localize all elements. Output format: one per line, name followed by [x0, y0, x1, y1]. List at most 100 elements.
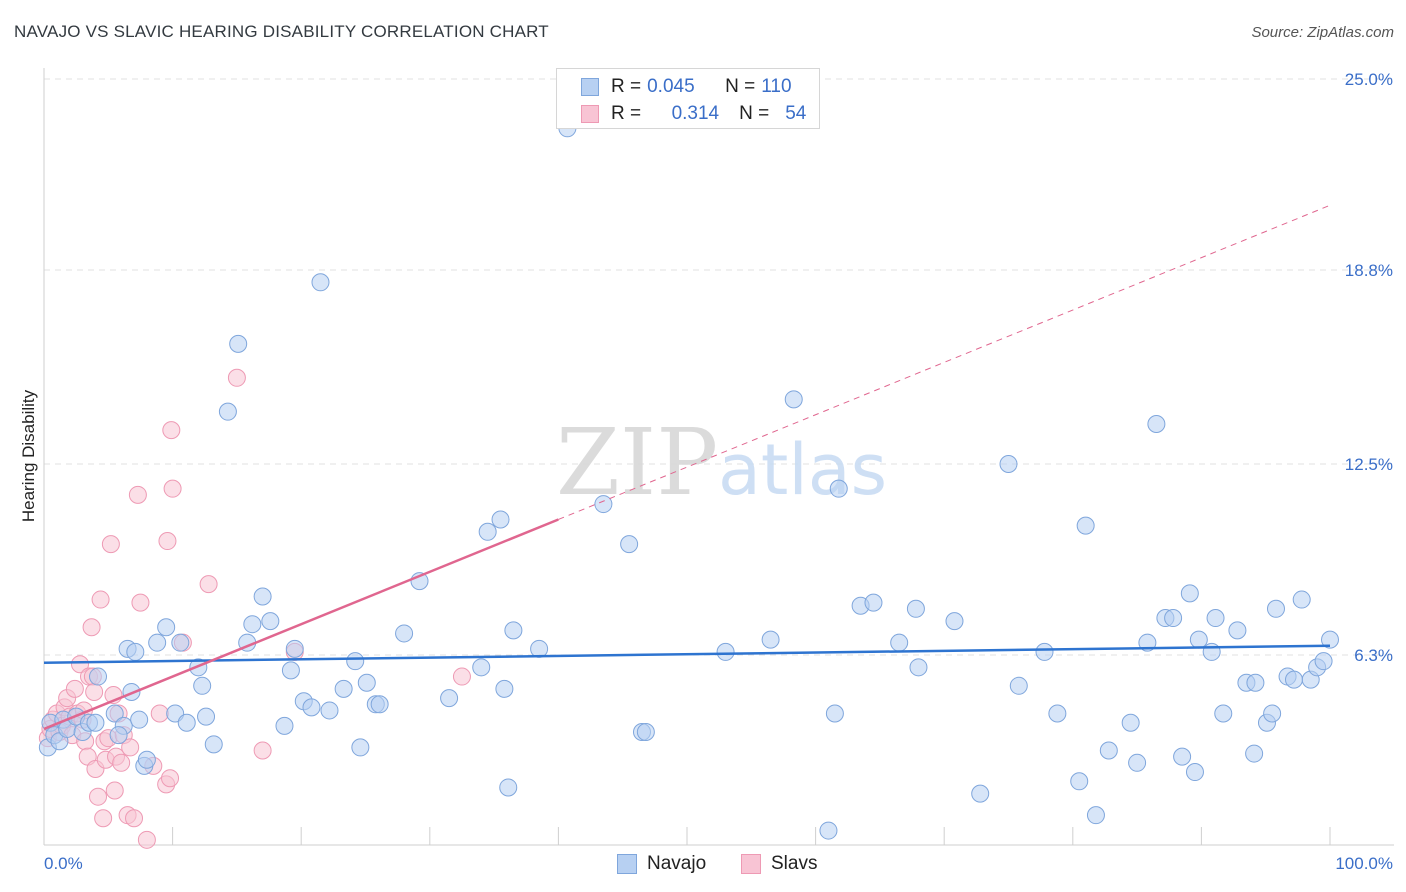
navajo-point-73 [909, 658, 928, 677]
slavs-point-48 [199, 575, 218, 594]
navajo-point-87 [1147, 414, 1166, 433]
navajo-point-33 [253, 587, 272, 606]
navajo-point-53 [491, 510, 510, 529]
slavs-point-50 [253, 741, 272, 760]
slavs-point-49 [227, 368, 246, 387]
navajo-point-54 [495, 679, 514, 698]
navajo-point-65 [784, 390, 803, 409]
legend-row-slavs: R = 0.314 N = 54 [581, 102, 806, 126]
navajo-point-62 [636, 723, 655, 742]
legend-item-slavs[interactable]: Slavs [741, 852, 817, 876]
navajo-point-92 [1185, 763, 1204, 782]
navajo-point-110 [1321, 630, 1339, 649]
navajo-point-37 [285, 639, 304, 658]
slavs-point-52 [452, 667, 471, 686]
navajo-point-52 [478, 522, 497, 541]
navajo-point-40 [311, 273, 330, 292]
navajo-r-label: R = [611, 76, 642, 97]
navajo-point-23 [171, 633, 190, 652]
slavs-point-12 [71, 655, 90, 674]
navajo-point-85 [1128, 753, 1147, 772]
slavs-point-36 [121, 738, 140, 757]
slavs-point-40 [137, 830, 156, 849]
navajo-point-96 [1214, 704, 1233, 723]
navajo-point-90 [1173, 747, 1192, 766]
navajo-point-16 [126, 642, 145, 661]
navajo-point-10 [86, 713, 105, 732]
stats-legend: R = 0.045 N = 110 R = 0.314 N = 54 [556, 68, 820, 129]
chart-source: Source: ZipAtlas.com [1251, 24, 1394, 41]
navajo-point-19 [137, 750, 156, 769]
navajo-point-42 [334, 679, 353, 698]
navajo-n-label: N = [725, 76, 756, 97]
navajo-point-28 [204, 735, 223, 754]
watermark: ZIP atlas [556, 409, 887, 516]
legend-row-navajo: R = 0.045 N = 110 [581, 75, 792, 99]
navajo-point-59 [594, 495, 613, 514]
navajo-point-27 [197, 707, 216, 726]
navajo-point-50 [440, 689, 459, 708]
slavs-point-44 [161, 769, 180, 788]
navajo-n-value: 110 [761, 76, 792, 97]
y-tick-label-3: 25.0% [1345, 70, 1393, 89]
navajo-point-45 [357, 673, 376, 692]
navajo-point-44 [351, 738, 370, 757]
navajo-point-93 [1189, 630, 1208, 649]
navajo-point-94 [1202, 642, 1221, 661]
navajo-point-57 [530, 639, 549, 658]
gridlines [44, 78, 1394, 656]
navajo-point-9 [89, 667, 108, 686]
slavs-swatch [581, 105, 599, 123]
navajo-point-21 [157, 618, 176, 637]
watermark-atlas: atlas [718, 429, 887, 511]
slavs-legend-swatch [741, 854, 761, 874]
navajo-point-30 [229, 334, 248, 353]
slavs-legend-label: Slavs [771, 853, 818, 874]
navajo-legend-label: Navajo [647, 853, 707, 874]
navajo-point-83 [1099, 741, 1118, 760]
navajo-point-55 [499, 778, 518, 797]
navajo-point-71 [890, 633, 909, 652]
y-tick-label-0: 6.3% [1354, 646, 1393, 665]
navajo-point-95 [1206, 609, 1225, 628]
slavs-r-value: 0.314 [671, 103, 720, 124]
legend-item-navajo[interactable]: Navajo [617, 852, 706, 876]
navajo-point-64 [761, 630, 780, 649]
chart-title: NAVAJO VS SLAVIC HEARING DISABILITY CORR… [14, 22, 549, 41]
navajo-point-32 [243, 615, 262, 634]
slavs-points [38, 368, 471, 849]
navajo-point-11 [105, 704, 124, 723]
navajo-point-36 [281, 661, 300, 680]
y-tick-label-2: 18.8% [1345, 261, 1393, 280]
navajo-point-91 [1180, 584, 1199, 603]
slavs-point-10 [65, 679, 84, 698]
slavs-r-label: R = [611, 103, 642, 124]
navajo-point-84 [1121, 713, 1140, 732]
navajo-point-56 [504, 621, 523, 640]
navajo-point-97 [1228, 621, 1247, 640]
navajo-point-43 [346, 652, 365, 671]
navajo-point-82 [1086, 806, 1105, 825]
slavs-point-38 [128, 485, 147, 504]
navajo-point-75 [971, 784, 990, 803]
navajo-point-48 [395, 624, 414, 643]
navajo-point-72 [906, 599, 925, 618]
navajo-point-60 [620, 535, 639, 554]
slavs-point-33 [112, 753, 131, 772]
slavs-point-42 [150, 704, 169, 723]
navajo-point-80 [1070, 772, 1089, 791]
navajo-point-89 [1164, 609, 1183, 628]
slavs-trend-extension [558, 204, 1331, 520]
navajo-point-74 [945, 612, 964, 631]
navajo-point-99 [1245, 744, 1264, 763]
navajo-point-66 [819, 821, 838, 840]
slavs-point-20 [85, 682, 104, 701]
navajo-swatch [581, 78, 599, 96]
navajo-point-29 [218, 402, 237, 421]
slavs-point-53 [158, 532, 177, 551]
slavs-point-30 [105, 781, 124, 800]
navajo-trend-line [43, 644, 1331, 664]
x-tick-label-1: 100.0% [1335, 854, 1393, 873]
navajo-point-67 [825, 704, 844, 723]
